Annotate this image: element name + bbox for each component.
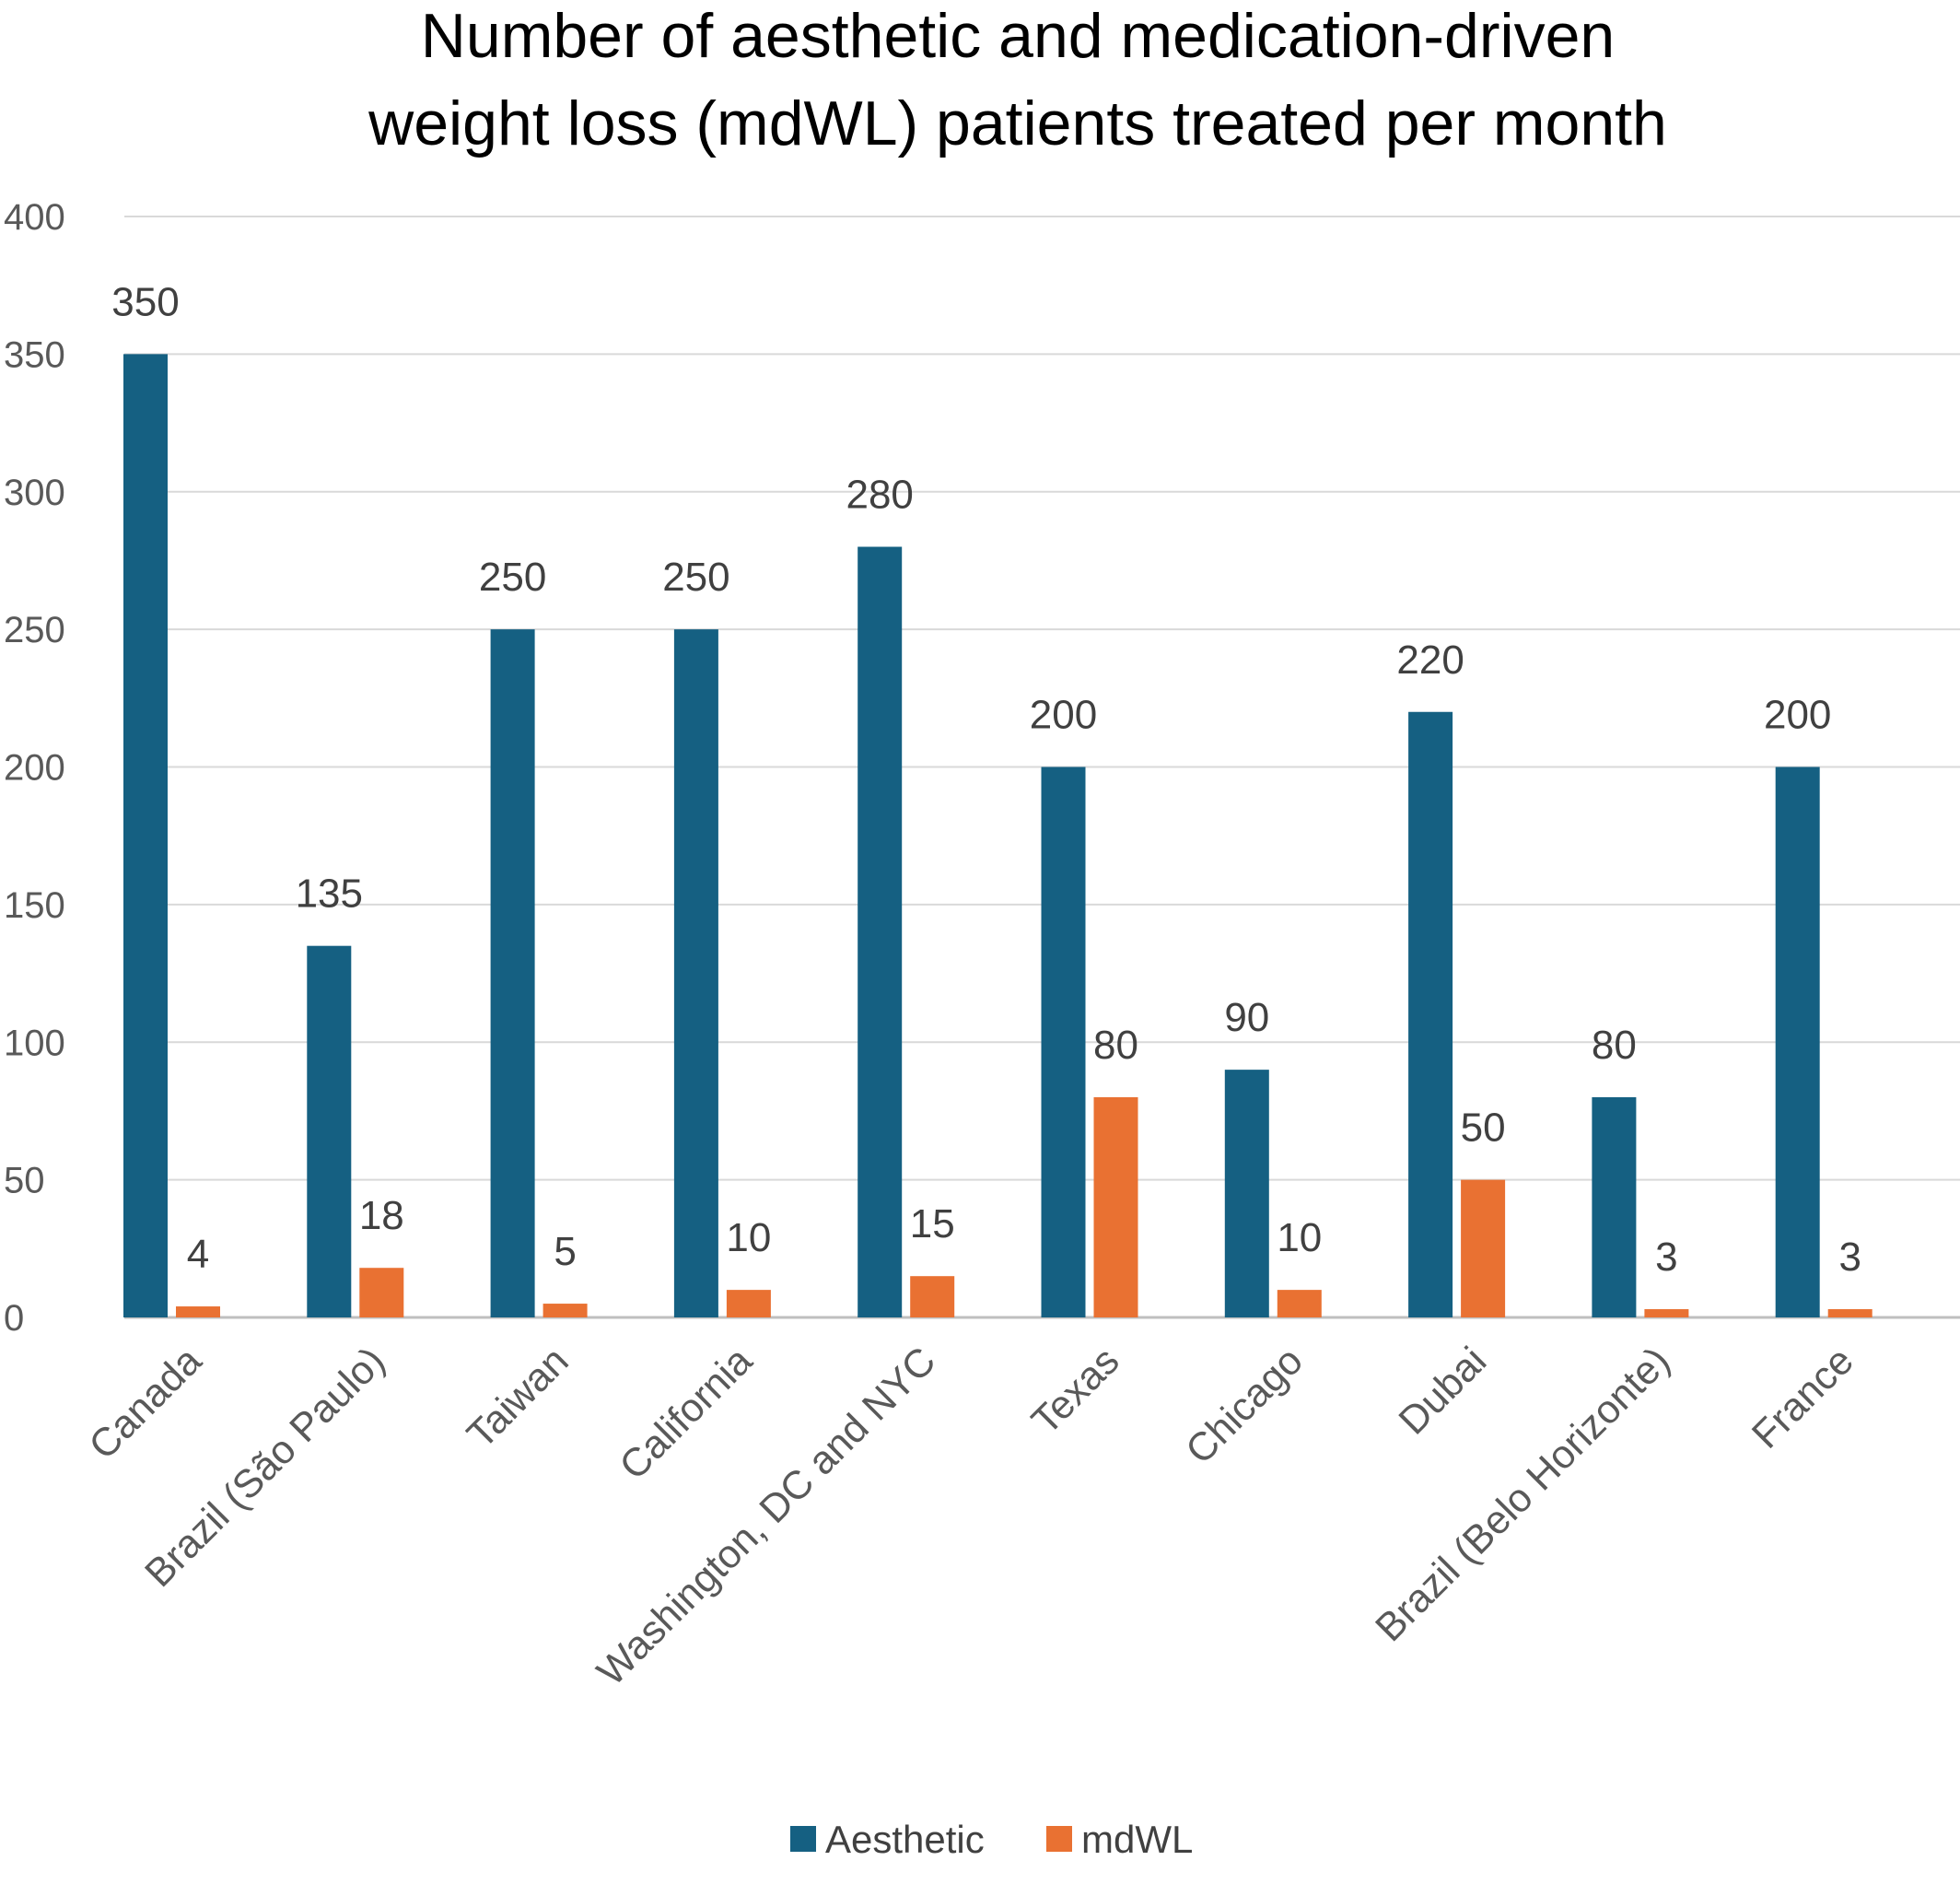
- bar-mdwl-france: [1827, 1309, 1872, 1317]
- data-label-mdwl: 10: [726, 1215, 771, 1260]
- bar-mdwl-chicago: [1277, 1290, 1322, 1317]
- x-category-label: California: [612, 1339, 761, 1488]
- data-label-mdwl: 3: [1838, 1235, 1861, 1280]
- bar-mdwl-taiwan: [542, 1304, 588, 1317]
- bar-aesthetic-washington-dc-and-nyc: [858, 546, 903, 1317]
- y-tick-label: 400: [4, 197, 65, 238]
- bar-mdwl-texas: [1093, 1097, 1138, 1317]
- x-category-label: Taiwan: [459, 1339, 578, 1457]
- x-category-label: Dubai: [1391, 1339, 1495, 1443]
- legend: Aesthetic mdWL: [790, 1818, 1193, 1861]
- data-label-aesthetic: 200: [1764, 693, 1831, 738]
- bar-aesthetic-dubai: [1408, 711, 1453, 1317]
- chart-title-line-2: weight loss (mdWL) patients treated per …: [368, 88, 1667, 158]
- legend-label-mdwl: mdWL: [1081, 1818, 1193, 1861]
- data-label-mdwl: 5: [554, 1229, 576, 1274]
- bar-mdwl-brazil-belo-horizonte: [1644, 1309, 1689, 1317]
- bar-mdwl-dubai: [1461, 1179, 1506, 1317]
- data-label-mdwl: 18: [359, 1193, 404, 1238]
- data-label-aesthetic: 200: [1030, 693, 1097, 738]
- data-label-mdwl: 4: [187, 1232, 209, 1277]
- y-tick-label: 0: [4, 1298, 24, 1339]
- y-tick-label: 50: [4, 1161, 45, 1201]
- bar-aesthetic-brazil-s-o-paulo: [307, 945, 352, 1317]
- y-tick-label: 100: [4, 1023, 65, 1063]
- data-label-aesthetic: 280: [846, 473, 913, 518]
- data-label-aesthetic: 90: [1224, 995, 1269, 1040]
- y-tick-label: 350: [4, 334, 65, 375]
- chart-title-line-1: Number of aesthetic and medication-drive…: [421, 1, 1615, 71]
- bar-aesthetic-france: [1775, 766, 1820, 1317]
- y-tick-label: 150: [4, 885, 65, 926]
- bar-mdwl-brazil-s-o-paulo: [359, 1268, 404, 1317]
- x-category-label: Brazil (Belo Horizonte): [1367, 1339, 1678, 1650]
- bar-mdwl-california: [726, 1290, 771, 1317]
- bar-aesthetic-chicago: [1224, 1070, 1269, 1317]
- y-tick-label: 200: [4, 748, 65, 789]
- x-category-label: Washington, DC and NYC: [589, 1339, 944, 1694]
- bar-aesthetic-california: [673, 629, 718, 1317]
- bar-aesthetic-texas: [1041, 766, 1086, 1317]
- bars: [123, 354, 1872, 1317]
- bar-aesthetic-brazil-belo-horizonte: [1592, 1097, 1637, 1317]
- x-category-label: France: [1744, 1339, 1862, 1457]
- bar-mdwl-canada: [176, 1306, 220, 1317]
- data-label-mdwl: 3: [1655, 1235, 1677, 1280]
- data-label-mdwl: 10: [1277, 1215, 1322, 1260]
- x-category-label: Canada: [81, 1339, 211, 1469]
- data-label-mdwl: 15: [910, 1201, 955, 1246]
- bar-aesthetic-taiwan: [490, 629, 535, 1317]
- y-axis-ticks: 0 50 100 150 200 250 300 350 400: [4, 197, 65, 1339]
- data-label-aesthetic: 350: [111, 279, 179, 324]
- data-label-aesthetic: 250: [662, 555, 729, 600]
- data-label-aesthetic: 250: [479, 555, 546, 600]
- data-label-mdwl: 80: [1093, 1023, 1138, 1068]
- bar-aesthetic-canada: [123, 354, 168, 1317]
- y-tick-label: 250: [4, 610, 65, 650]
- x-category-label: Texas: [1023, 1339, 1127, 1443]
- data-label-aesthetic: 220: [1396, 638, 1464, 683]
- legend-swatch-aesthetic: [790, 1826, 816, 1852]
- x-category-label: Chicago: [1177, 1339, 1311, 1472]
- y-tick-label: 300: [4, 473, 65, 513]
- bar-mdwl-washington-dc-and-nyc: [910, 1276, 955, 1317]
- data-label-mdwl: 50: [1461, 1106, 1506, 1151]
- data-label-aesthetic: 80: [1592, 1023, 1637, 1068]
- legend-label-aesthetic: Aesthetic: [825, 1818, 985, 1861]
- data-label-aesthetic: 135: [296, 872, 363, 917]
- legend-swatch-mdwl: [1046, 1826, 1072, 1852]
